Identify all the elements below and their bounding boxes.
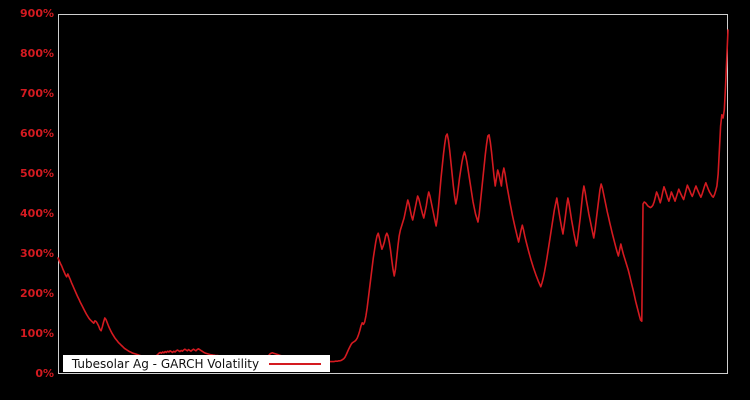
volatility-line: [57, 29, 729, 365]
y-axis-tick-label: 300%: [20, 247, 54, 260]
y-axis-tick-label: 100%: [20, 327, 54, 340]
y-axis-tick-label: 600%: [20, 127, 54, 140]
line-swatch-icon: [269, 362, 322, 365]
y-axis-tick-label: 400%: [20, 207, 54, 220]
legend-label: Tubesolar Ag - GARCH Volatility: [71, 356, 260, 371]
y-axis-tick-label: 500%: [20, 167, 54, 180]
y-axis-tick-label: 0%: [35, 367, 54, 380]
y-axis-tick-label: 800%: [20, 47, 54, 60]
y-axis-tick-label: 700%: [20, 87, 54, 100]
y-axis-tick-label: 200%: [20, 287, 54, 300]
plot-area: [58, 14, 728, 374]
legend: Tubesolar Ag - GARCH Volatility: [63, 355, 330, 372]
y-axis: 900% 800% 700% 600% 500% 400% 300% 200% 100% 0%: [0, 0, 54, 400]
y-axis-tick-label: 900%: [20, 7, 54, 20]
